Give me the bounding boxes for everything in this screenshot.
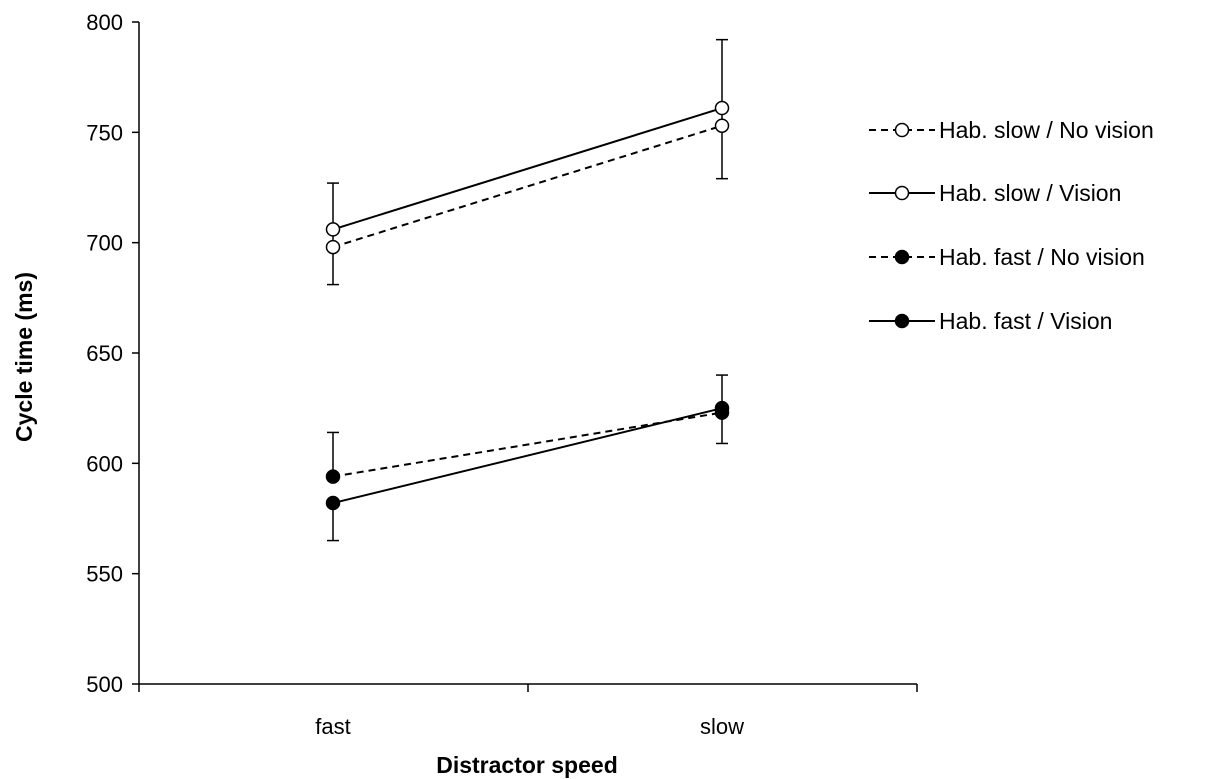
x-tick-label: slow — [700, 714, 744, 739]
series — [325, 100, 730, 237]
legend-entry: Hab. fast / No vision — [869, 244, 1145, 270]
y-tick-label: 550 — [86, 562, 123, 587]
series-line — [332, 124, 723, 249]
data-point — [714, 100, 730, 116]
y-tick-label: 800 — [86, 10, 123, 35]
legend-entry: Hab. slow / No vision — [869, 117, 1154, 143]
series — [325, 38, 730, 286]
series-line — [332, 107, 723, 231]
legend-marker — [894, 122, 910, 138]
x-tick-label: fast — [315, 714, 350, 739]
series-layer — [325, 38, 730, 542]
data-point — [714, 400, 730, 416]
legend-entry: Hab. fast / Vision — [869, 308, 1112, 334]
y-axis-title: Cycle time (ms) — [11, 272, 37, 442]
legend-marker — [894, 313, 910, 329]
legend-entry: Hab. slow / Vision — [869, 180, 1121, 206]
series — [325, 374, 730, 542]
data-point — [325, 222, 341, 237]
y-tick-label: 650 — [86, 341, 123, 366]
legend-marker — [894, 185, 910, 201]
legend-marker — [894, 249, 910, 265]
data-point — [325, 239, 341, 255]
data-point — [714, 118, 730, 133]
legend-label: Hab. fast / Vision — [939, 308, 1112, 334]
data-point — [325, 469, 341, 484]
x-axis-title: Distractor speed — [436, 752, 618, 778]
y-tick-label: 750 — [86, 120, 123, 145]
series — [325, 405, 730, 484]
y-tick-label: 700 — [86, 231, 123, 256]
legend: Hab. slow / No vision Hab. slow / Vision H… — [869, 117, 1154, 334]
legend-label: Hab. fast / No vision — [939, 244, 1145, 270]
axes: 500 550 600 650 700 750 800 fast slow — [86, 10, 918, 739]
legend-label: Hab. slow / Vision — [939, 180, 1121, 206]
y-tick-label: 600 — [86, 451, 123, 476]
data-point — [325, 495, 341, 511]
legend-label: Hab. slow / No vision — [939, 117, 1154, 143]
series-line — [332, 407, 723, 505]
y-tick-label: 500 — [86, 672, 123, 697]
